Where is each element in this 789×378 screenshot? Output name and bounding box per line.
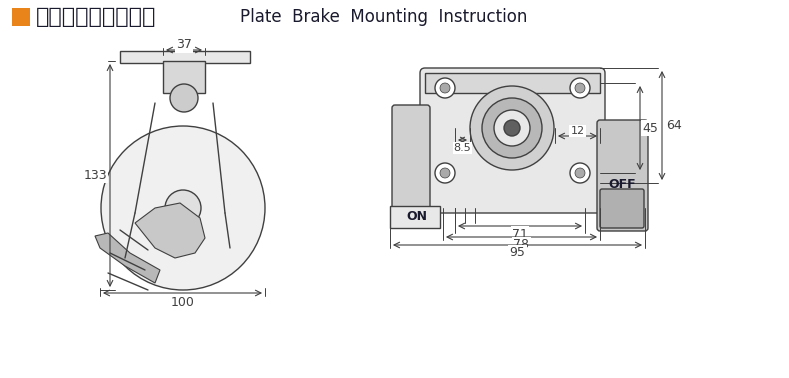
- FancyBboxPatch shape: [425, 73, 600, 93]
- Text: OFF: OFF: [608, 178, 636, 192]
- Text: 100: 100: [170, 296, 194, 310]
- Text: 133: 133: [83, 169, 107, 182]
- Text: 8.5: 8.5: [454, 143, 471, 153]
- FancyBboxPatch shape: [12, 8, 30, 26]
- FancyBboxPatch shape: [120, 51, 250, 63]
- FancyBboxPatch shape: [420, 68, 605, 213]
- Circle shape: [570, 78, 590, 98]
- Circle shape: [440, 168, 450, 178]
- Circle shape: [170, 84, 198, 112]
- Text: 64: 64: [666, 119, 682, 132]
- Text: ON: ON: [406, 211, 428, 223]
- FancyBboxPatch shape: [597, 120, 648, 231]
- FancyBboxPatch shape: [390, 206, 440, 228]
- Circle shape: [435, 163, 455, 183]
- Circle shape: [575, 168, 585, 178]
- Text: 37: 37: [176, 39, 192, 51]
- Circle shape: [435, 78, 455, 98]
- Text: 平顶刹车安装尺寸图: 平顶刹车安装尺寸图: [36, 7, 156, 27]
- Circle shape: [470, 86, 554, 170]
- FancyBboxPatch shape: [600, 189, 644, 228]
- Circle shape: [165, 190, 201, 226]
- Polygon shape: [95, 233, 160, 283]
- FancyBboxPatch shape: [163, 61, 205, 93]
- Text: 12: 12: [570, 126, 585, 136]
- FancyBboxPatch shape: [392, 105, 430, 211]
- Text: 71: 71: [512, 228, 528, 240]
- Text: Plate  Brake  Mounting  Instruction: Plate Brake Mounting Instruction: [240, 8, 527, 26]
- Circle shape: [482, 98, 542, 158]
- Circle shape: [101, 126, 265, 290]
- Text: 78: 78: [514, 239, 529, 251]
- Polygon shape: [135, 203, 205, 258]
- Circle shape: [440, 83, 450, 93]
- Text: 45: 45: [642, 121, 658, 135]
- Circle shape: [504, 120, 520, 136]
- Text: 95: 95: [510, 246, 525, 260]
- Circle shape: [570, 163, 590, 183]
- Circle shape: [494, 110, 530, 146]
- Circle shape: [575, 83, 585, 93]
